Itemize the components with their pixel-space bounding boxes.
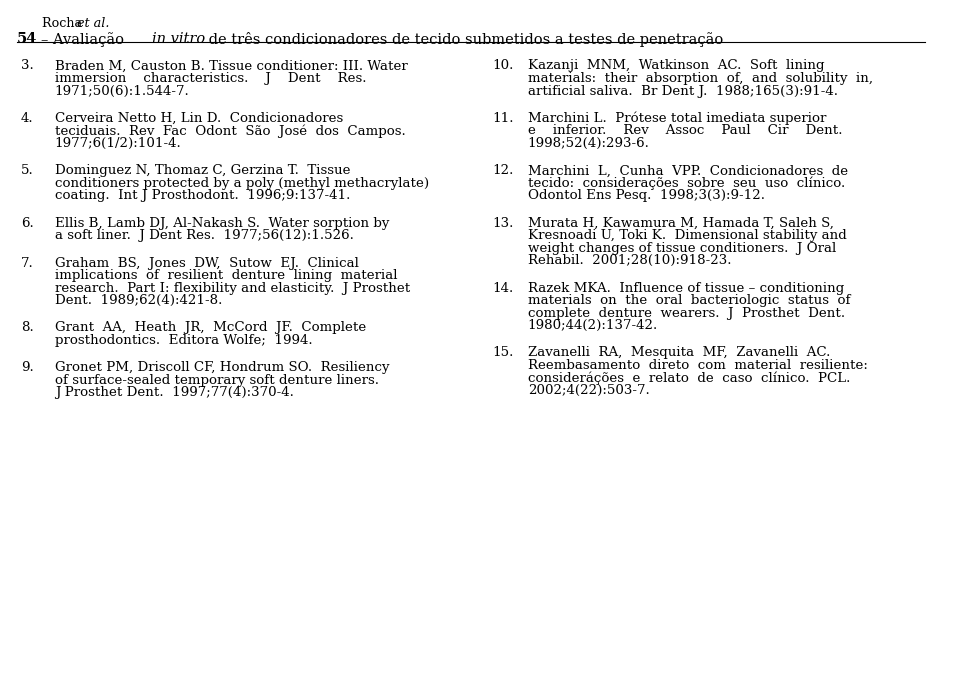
Text: 13.: 13. (492, 216, 515, 230)
Text: artificial saliva.  Br Dent J.  1988;165(3):91-4.: artificial saliva. Br Dent J. 1988;165(3… (528, 84, 838, 97)
Text: e    inferior.    Rev    Assoc    Paul    Cir    Dent.: e inferior. Rev Assoc Paul Cir Dent. (528, 124, 842, 137)
Text: 9.: 9. (21, 361, 34, 375)
Text: 1971;50(6):1.544-7.: 1971;50(6):1.544-7. (55, 84, 189, 97)
Text: 4.: 4. (21, 112, 34, 125)
Text: immersion    characteristics.    J    Dent    Res.: immersion characteristics. J Dent Res. (55, 72, 366, 85)
Text: complete  denture  wearers.  J  Prosthet  Dent.: complete denture wearers. J Prosthet Den… (528, 307, 845, 320)
Text: J Prosthet Dent.  1997;77(4):370-4.: J Prosthet Dent. 1997;77(4):370-4. (55, 386, 294, 400)
Text: Kresnoadi U, Toki K.  Dimensional stability and: Kresnoadi U, Toki K. Dimensional stabili… (528, 229, 847, 242)
Text: Braden M, Causton B. Tissue conditioner: III. Water: Braden M, Causton B. Tissue conditioner:… (55, 59, 407, 72)
Text: coating.  Int J Prosthodont.  1996;9:137-41.: coating. Int J Prosthodont. 1996;9:137-4… (55, 189, 350, 202)
Text: 54: 54 (17, 32, 37, 46)
Text: of surface-sealed temporary soft denture liners.: of surface-sealed temporary soft denture… (55, 374, 378, 387)
Text: Marchini L.  Prótese total imediata superior: Marchini L. Prótese total imediata super… (528, 112, 826, 125)
Text: 15.: 15. (492, 346, 515, 360)
Text: 7.: 7. (21, 256, 34, 270)
Text: Reembasamento  direto  com  material  resiliente:: Reembasamento direto com material resili… (528, 359, 868, 372)
Text: et al.: et al. (77, 17, 109, 30)
Text: in vitro: in vitro (152, 32, 204, 46)
Text: Rocha: Rocha (42, 17, 86, 30)
Text: Gronet PM, Driscoll CF, Hondrum SO.  Resiliency: Gronet PM, Driscoll CF, Hondrum SO. Resi… (55, 361, 389, 375)
Text: Marchini  L,  Cunha  VPP.  Condicionadores  de: Marchini L, Cunha VPP. Condicionadores d… (528, 164, 848, 177)
Text: 2002;4(22):503-7.: 2002;4(22):503-7. (528, 384, 649, 397)
Text: Kazanji  MNM,  Watkinson  AC.  Soft  lining: Kazanji MNM, Watkinson AC. Soft lining (528, 59, 824, 72)
Text: Rehabil.  2001;28(10):918-23.: Rehabil. 2001;28(10):918-23. (528, 254, 732, 267)
Text: research.  Part I: flexibility and elasticity.  J Prosthet: research. Part I: flexibility and elasti… (55, 281, 410, 295)
Text: Dent.  1989;62(4):421-8.: Dent. 1989;62(4):421-8. (55, 294, 222, 307)
Text: 3.: 3. (21, 59, 34, 72)
Text: 10.: 10. (492, 59, 515, 72)
Text: conditioners protected by a poly (methyl methacrylate): conditioners protected by a poly (methyl… (55, 176, 429, 190)
Text: 14.: 14. (492, 281, 514, 295)
Text: 5.: 5. (21, 164, 34, 177)
Text: 1977;6(1/2):101-4.: 1977;6(1/2):101-4. (55, 137, 181, 150)
Text: Ellis B, Lamb DJ, Al-Nakash S.  Water sorption by: Ellis B, Lamb DJ, Al-Nakash S. Water sor… (55, 216, 389, 230)
Text: Murata H, Kawamura M, Hamada T, Saleh S,: Murata H, Kawamura M, Hamada T, Saleh S, (528, 216, 833, 230)
Text: 6.: 6. (21, 216, 34, 230)
Text: Grant  AA,  Heath  JR,  McCord  JF.  Complete: Grant AA, Heath JR, McCord JF. Complete (55, 321, 366, 335)
Text: tecido:  considerações  sobre  seu  uso  clínico.: tecido: considerações sobre seu uso clín… (528, 176, 845, 190)
Text: consideráções  e  relato  de  caso  clínico.  PCL.: consideráções e relato de caso clínico. … (528, 371, 850, 385)
Text: 8.: 8. (21, 321, 34, 335)
Text: 1998;52(4):293-6.: 1998;52(4):293-6. (528, 137, 650, 150)
Text: Cerveira Netto H, Lin D.  Condicionadores: Cerveira Netto H, Lin D. Condicionadores (55, 112, 343, 125)
Text: de três condicionadores de tecido submetidos a testes de penetração: de três condicionadores de tecido submet… (204, 32, 724, 47)
Text: prosthodontics.  Editora Wolfe;  1994.: prosthodontics. Editora Wolfe; 1994. (55, 334, 312, 347)
Text: materials  on  the  oral  bacteriologic  status  of: materials on the oral bacteriologic stat… (528, 294, 851, 307)
Text: 12.: 12. (492, 164, 515, 177)
Text: 1980;44(2):137-42.: 1980;44(2):137-42. (528, 319, 658, 332)
Text: implications  of  resilient  denture  lining  material: implications of resilient denture lining… (55, 269, 397, 282)
Text: materials:  their  absorption  of,  and  solubility  in,: materials: their absorption of, and solu… (528, 72, 873, 85)
Text: Graham  BS,  Jones  DW,  Sutow  EJ.  Clinical: Graham BS, Jones DW, Sutow EJ. Clinical (55, 256, 358, 270)
Text: 11.: 11. (492, 112, 515, 125)
Text: – Avaliação: – Avaliação (41, 32, 129, 47)
Text: a soft liner.  J Dent Res.  1977;56(12):1.526.: a soft liner. J Dent Res. 1977;56(12):1.… (55, 229, 353, 242)
Text: Dominguez N, Thomaz C, Gerzina T.  Tissue: Dominguez N, Thomaz C, Gerzina T. Tissue (55, 164, 350, 177)
Text: Razek MKA.  Influence of tissue – conditioning: Razek MKA. Influence of tissue – conditi… (528, 281, 844, 295)
Text: Zavanelli  RA,  Mesquita  MF,  Zavanelli  AC.: Zavanelli RA, Mesquita MF, Zavanelli AC. (528, 346, 830, 360)
Text: teciduais.  Rev  Fac  Odont  São  José  dos  Campos.: teciduais. Rev Fac Odont São José dos Ca… (55, 124, 405, 138)
Text: Odontol Ens Pesq.  1998;3(3):9-12.: Odontol Ens Pesq. 1998;3(3):9-12. (528, 189, 765, 202)
Text: weight changes of tissue conditioners.  J Oral: weight changes of tissue conditioners. J… (528, 242, 836, 255)
